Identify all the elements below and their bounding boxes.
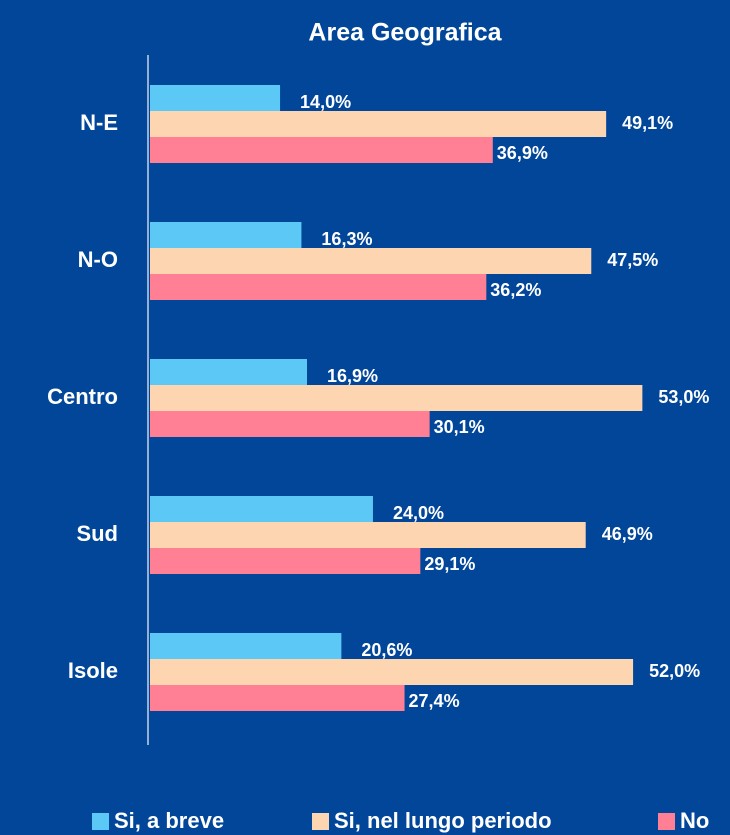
- value-label: 30,1%: [434, 417, 485, 437]
- value-label: 16,9%: [327, 366, 378, 386]
- value-label: 47,5%: [607, 250, 658, 270]
- legend-label: No: [680, 808, 709, 833]
- legend-swatch: [312, 813, 329, 830]
- value-label: 49,1%: [622, 113, 673, 133]
- value-label: 14,0%: [300, 92, 351, 112]
- chart-title: Area Geografica: [308, 19, 502, 47]
- legend-swatch: [658, 813, 675, 830]
- bar: [150, 85, 281, 111]
- value-label: 24,0%: [393, 503, 444, 523]
- legend-label: Si, a breve: [114, 808, 224, 833]
- bar: [150, 359, 308, 385]
- value-label: 53,0%: [658, 387, 709, 407]
- bar: [150, 633, 342, 659]
- bar: [150, 248, 592, 274]
- bar: [150, 522, 586, 548]
- bar: [150, 659, 634, 685]
- category-label: Sud: [76, 521, 118, 546]
- value-label: 36,2%: [490, 280, 541, 300]
- bar: [150, 548, 421, 574]
- value-label: 27,4%: [409, 691, 460, 711]
- legend-swatch: [92, 813, 109, 830]
- category-label: Centro: [47, 384, 118, 409]
- bar: [150, 137, 493, 163]
- category-label: N-O: [78, 247, 118, 272]
- bar: [150, 111, 607, 137]
- value-label: 52,0%: [649, 661, 700, 681]
- legend-label: Si, nel lungo periodo: [334, 808, 552, 833]
- value-label: 16,3%: [321, 229, 372, 249]
- bar: [150, 496, 373, 522]
- bar: [150, 685, 405, 711]
- category-label: N-E: [80, 110, 118, 135]
- bar: [150, 222, 302, 248]
- bar: [150, 411, 430, 437]
- value-label: 36,9%: [497, 143, 548, 163]
- value-label: 46,9%: [602, 524, 653, 544]
- value-label: 20,6%: [361, 640, 412, 660]
- bar: [150, 274, 487, 300]
- value-label: 29,1%: [424, 554, 475, 574]
- bar: [150, 385, 643, 411]
- category-label: Isole: [68, 658, 118, 683]
